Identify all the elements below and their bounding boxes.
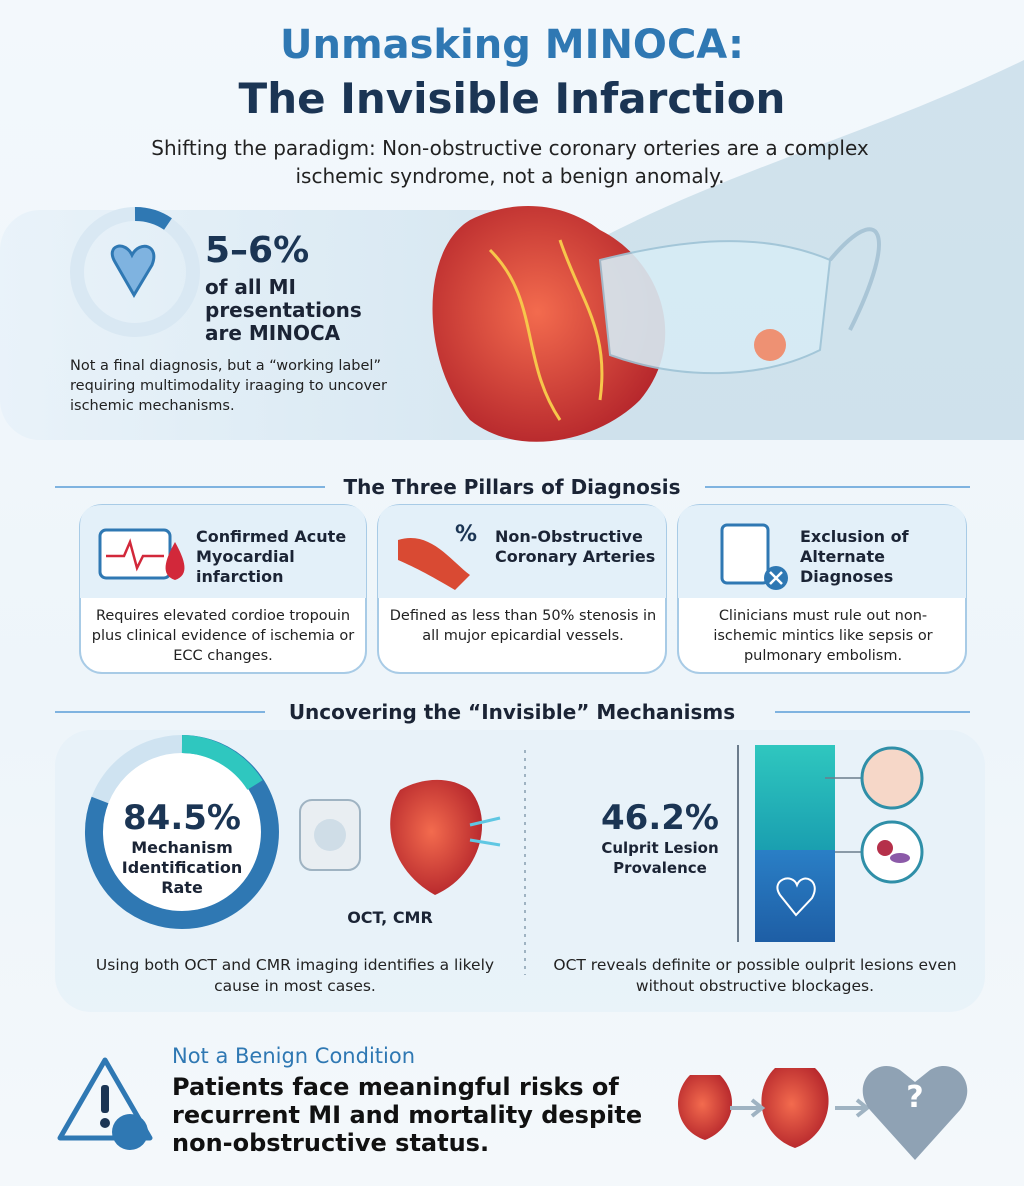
section-title: Uncovering the “Invisible” Mechanisms xyxy=(288,700,736,724)
bar-bottom xyxy=(755,850,835,942)
monitor-icon xyxy=(98,528,172,580)
title: Unmasking MINOCA: xyxy=(279,22,744,68)
mask-strap xyxy=(828,227,881,331)
section-title: The Three Pillars of Diagnosis xyxy=(343,475,681,499)
rate-ring-arc2 xyxy=(181,735,263,791)
warning-mark xyxy=(101,1085,109,1113)
mech-text: OCT reveals definite or possible oulprit… xyxy=(553,956,957,995)
question-mark: ? xyxy=(906,1080,924,1115)
card-title: Exclusion of Alternate Diagnoses xyxy=(800,527,909,586)
pathogen xyxy=(890,853,910,863)
gray-heart xyxy=(862,1065,968,1160)
clipboard-icon xyxy=(720,523,770,585)
percent-icon: % xyxy=(455,522,478,547)
arrows xyxy=(730,1098,871,1118)
card-text: Requires elevated cordioe tropouin plus … xyxy=(91,608,355,664)
scanner-bore xyxy=(314,819,346,851)
culprit-label: Culprit Lesion Provalence xyxy=(601,839,719,877)
glow xyxy=(754,329,786,361)
stat-label: of all MI presentations are MINOCA xyxy=(205,275,362,345)
card-title: Confirmed Acute Myocardial infarction xyxy=(196,527,347,586)
stat-value: 5–6% xyxy=(205,230,310,271)
x-mark xyxy=(769,571,783,585)
mech-panel xyxy=(55,730,985,1012)
rate-label: Mechanism Identification Rate xyxy=(121,838,243,897)
heart-illustration xyxy=(390,779,483,895)
stat-note: Not a final diagnosis, but a “working la… xyxy=(70,358,387,414)
title: The Invisible Infarction xyxy=(238,74,786,123)
risk-text: Patients face meaningful risks of recurr… xyxy=(172,1073,643,1157)
heart xyxy=(678,1075,732,1140)
stat-ring-arc xyxy=(134,206,172,230)
risk-heading: Not a Benign Condition xyxy=(172,1044,416,1068)
rate-value: 84.5% xyxy=(123,798,241,838)
artery-icon xyxy=(398,538,470,590)
card-text: Clinicians must rule out non-ischemic mi… xyxy=(713,608,933,664)
subtitle: Shifting the paradigm: Non-obstructive c… xyxy=(151,136,869,188)
culprit-value: 46.2% xyxy=(601,798,719,838)
drop-icon xyxy=(165,542,185,580)
mask xyxy=(598,240,832,375)
card-title: Non-Obstructive Coronary Arteries xyxy=(495,527,656,566)
heart-icon xyxy=(776,877,816,917)
modality: OCT, CMR xyxy=(347,908,433,927)
card-text: Defined as less than 50% stenosis in all… xyxy=(389,608,657,644)
badge xyxy=(112,1114,148,1150)
warning-dot xyxy=(100,1118,110,1128)
mech-text: Using both OCT and CMR imaging identifie… xyxy=(95,956,495,995)
heart-icon xyxy=(110,244,156,298)
pathogen-icon xyxy=(860,820,924,884)
warning-icon xyxy=(57,1057,153,1141)
pathogen xyxy=(877,840,893,856)
vessels xyxy=(488,239,604,421)
ecg-icon xyxy=(106,538,164,572)
beam xyxy=(469,816,501,847)
lesion-icon xyxy=(860,746,924,810)
heart xyxy=(761,1068,829,1148)
bar-top xyxy=(755,745,835,850)
